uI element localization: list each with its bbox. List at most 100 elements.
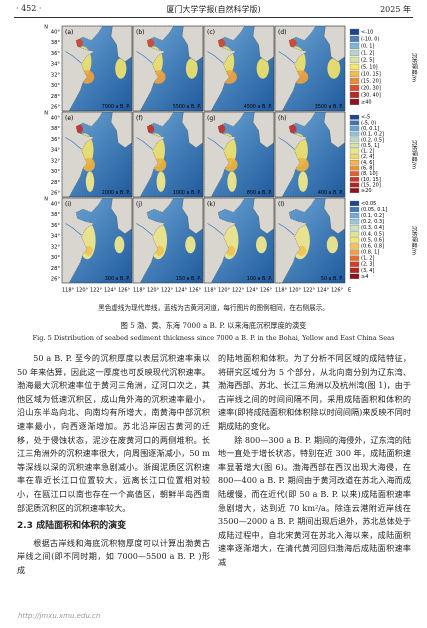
legend-swatch xyxy=(349,159,360,165)
sediment-patch xyxy=(114,236,125,254)
legend-label: (0.5, 0.6] xyxy=(361,237,384,243)
land xyxy=(274,111,316,198)
lat-unit: N xyxy=(44,25,48,31)
land xyxy=(203,111,245,198)
lon-label: 120° xyxy=(289,288,302,294)
panel-time: 4500 a B. P. xyxy=(244,104,272,110)
panel-frame xyxy=(132,25,204,112)
panel-time: 2000 a B. P. xyxy=(102,190,130,196)
legend-swatch xyxy=(349,77,360,84)
legend-label: (15, 20] xyxy=(361,182,381,188)
page-number: · 452 · xyxy=(16,4,42,13)
panel-label: (g) xyxy=(207,115,216,122)
paragraph: 除 800—300 a B. P. 期间的海侵外，辽东湾的陆地一直处于增长状态，… xyxy=(218,434,411,567)
lat-label: 26° xyxy=(51,191,61,197)
figure: (a) 7000 a B. P. (b) 5500 a B. P. (c) 4500 a … xyxy=(44,25,418,294)
legend-label: (0.05, 0.1] xyxy=(361,207,387,213)
lon-label: 124° xyxy=(246,288,259,294)
panel-frame xyxy=(203,111,275,198)
legend-swatch xyxy=(349,231,360,237)
map-panel: (b) 5500 a B. P. xyxy=(132,25,204,112)
legend-swatch xyxy=(349,273,360,279)
sediment-patch xyxy=(227,171,237,192)
land xyxy=(132,111,174,198)
panel-time: 100 a B. P. xyxy=(247,276,272,282)
legend-swatch xyxy=(349,165,360,171)
legend-label: (2, 4] xyxy=(361,154,374,160)
legend-swatch xyxy=(349,56,360,63)
paleo-river xyxy=(65,51,82,64)
panel-label: (j) xyxy=(136,201,142,208)
sediment-patch xyxy=(76,124,83,134)
lon-label: 124° xyxy=(317,288,330,294)
legend-label: (2, 3] xyxy=(361,262,374,268)
section-heading: 2.3 成陆面积和体积的演变 xyxy=(17,521,127,532)
lat-label: 40° xyxy=(51,116,61,122)
journal-title: 厦门大学学报(自然科学版) xyxy=(166,5,261,14)
legend-swatch xyxy=(349,206,360,213)
legend-swatch xyxy=(349,126,360,131)
paleo-river xyxy=(136,51,153,64)
footer-url: http://jmxu.xmu.edu.cn xyxy=(18,612,101,620)
paleo-river xyxy=(207,223,224,236)
panel-frame xyxy=(274,111,346,198)
map-panel: (i) 300 a B. P. xyxy=(61,197,133,284)
lon-label: 122° xyxy=(232,288,245,294)
legend-label: (0.2, 0.3] xyxy=(361,219,384,225)
legend-label: (2, 5] xyxy=(361,57,374,63)
legend-swatch xyxy=(349,148,360,154)
paleo-river xyxy=(207,137,224,150)
panel-frame xyxy=(61,111,133,198)
lat-label: 30° xyxy=(51,255,61,261)
panel-time: 800 a B. P. xyxy=(247,190,272,196)
panel-frame xyxy=(61,25,133,112)
lat-label: 28° xyxy=(51,94,61,100)
legend-label: (1, 2] xyxy=(361,256,374,262)
legend-label: <0.05 xyxy=(361,201,376,207)
land xyxy=(274,25,316,112)
lat-label: 36° xyxy=(51,137,61,143)
legend-label: (5, 10] xyxy=(361,64,378,70)
legend-swatch xyxy=(349,261,360,267)
land xyxy=(203,197,245,284)
sediment-patch xyxy=(185,236,196,254)
lon-label: 124° xyxy=(175,288,188,294)
map-panel: (a) 7000 a B. P. xyxy=(61,25,133,112)
land xyxy=(132,25,174,112)
legend-label: (-5, 0) xyxy=(361,120,376,126)
map-panel: (f) 1000 a B. P. xyxy=(132,111,204,198)
lon-label: 124° xyxy=(104,288,117,294)
legend-swatch xyxy=(349,237,360,243)
land xyxy=(61,197,103,284)
legend-label: (0, 0.1] xyxy=(361,126,379,132)
lon-label: 122° xyxy=(90,288,103,294)
lat-label: 38° xyxy=(51,126,61,132)
legend-swatch xyxy=(349,182,360,188)
legend-label: (10, 15] xyxy=(361,71,381,77)
lat-label: 28° xyxy=(51,266,61,272)
legend-swatch xyxy=(349,219,360,225)
paleo-river xyxy=(207,51,224,64)
lon-label: 122° xyxy=(161,288,174,294)
legend-swatch xyxy=(349,255,360,261)
sediment-patch xyxy=(85,171,95,192)
map-panel: (j) 150 a B. P. xyxy=(132,197,204,284)
legend-label: ≥40 xyxy=(361,99,372,105)
panel-time: 5500 a B. P. xyxy=(173,104,201,110)
legend-swatch xyxy=(349,171,360,177)
legend-label: (8, 10] xyxy=(361,171,378,177)
sediment-patch xyxy=(327,58,341,79)
panel-time: 7000 a B. P. xyxy=(102,104,130,110)
figure-note: 黑色虚线为现代岸线，蓝线为古黄河河道，每行图片的图例相同，在右侧展示。 xyxy=(98,304,329,312)
legend-swatch xyxy=(349,28,360,35)
sediment-patch xyxy=(256,58,269,79)
lon-label: 126° xyxy=(189,288,202,294)
legend-label: (30, 40] xyxy=(361,92,381,98)
map-panel: (l) 50 a B. P. xyxy=(274,197,346,284)
panel-label: (k) xyxy=(207,201,215,208)
legend-swatch xyxy=(349,249,360,255)
legend-swatch xyxy=(349,154,360,160)
legend-label: (-10, 0) xyxy=(361,36,379,42)
legend-label: (0.2, 0.5] xyxy=(361,137,384,143)
